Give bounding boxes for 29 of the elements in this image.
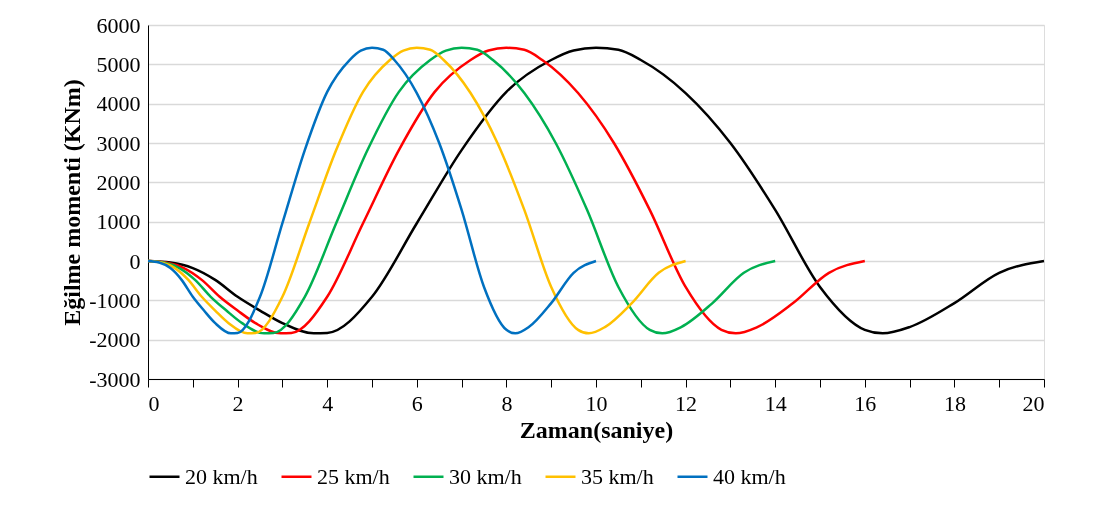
y-tick-label: -1000 [89, 287, 141, 313]
y-tick-label: -2000 [89, 327, 141, 353]
y-tick-label: 4000 [96, 91, 141, 117]
x-tick-label: 20 [1022, 390, 1045, 416]
y-axis-title: Eğilme momenti (KNm) [59, 79, 86, 326]
y-tick-label: -3000 [89, 366, 141, 392]
x-axis-title: Zaman(saniye) [519, 416, 674, 443]
legend-label: 35 km/h [581, 463, 654, 489]
y-tick-label: 0 [129, 248, 141, 274]
x-tick-label: 16 [854, 390, 877, 416]
x-tick-label: 10 [585, 390, 608, 416]
y-tick-label: 5000 [96, 51, 141, 77]
x-tick-label: 4 [322, 390, 334, 416]
x-tick-label: 0 [148, 390, 160, 416]
y-tick-label: 1000 [96, 209, 141, 235]
y-tick-label: 2000 [96, 169, 141, 195]
legend-label: 40 km/h [713, 463, 786, 489]
y-tick-label: 3000 [96, 130, 141, 156]
x-tick-label: 14 [764, 390, 787, 416]
legend-label: 20 km/h [185, 463, 258, 489]
legend-label: 30 km/h [449, 463, 522, 489]
legend-label: 25 km/h [317, 463, 390, 489]
x-tick-label: 12 [675, 390, 698, 416]
x-tick-label: 2 [232, 390, 244, 416]
x-tick-label: 8 [501, 390, 513, 416]
line-series [146, 46, 598, 335]
x-tick-label: 6 [411, 390, 423, 416]
y-tick-label: 6000 [96, 12, 141, 38]
x-tick-label: 18 [943, 390, 966, 416]
